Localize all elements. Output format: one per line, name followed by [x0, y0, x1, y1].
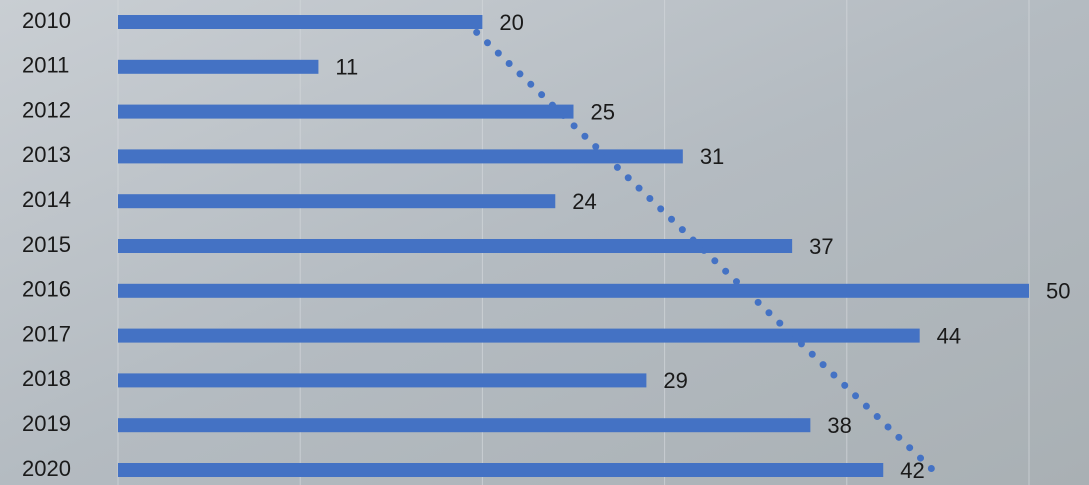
y-tick-label: 2012	[22, 97, 71, 122]
data-label: 44	[937, 323, 961, 348]
bar	[118, 104, 574, 119]
data-label: 11	[335, 55, 358, 80]
y-tick-label: 2014	[22, 187, 71, 212]
y-tick-label: 2015	[22, 232, 71, 257]
data-label: 38	[827, 413, 851, 438]
bar	[118, 373, 647, 388]
data-label: 25	[591, 99, 615, 124]
bar	[118, 463, 884, 477]
y-tick-label: 2020	[22, 456, 71, 481]
y-tick-label: 2016	[22, 277, 71, 302]
bar	[118, 15, 483, 29]
y-tick-label: 2011	[22, 53, 69, 78]
data-label: 31	[700, 144, 724, 169]
bar	[118, 149, 683, 164]
bar	[118, 239, 793, 253]
data-label: 20	[499, 10, 523, 35]
trendline	[462, 18, 937, 474]
y-tick-label: 2017	[22, 321, 71, 346]
data-label: 50	[1046, 279, 1070, 304]
bar	[118, 418, 811, 433]
y-tick-label: 2010	[22, 8, 71, 33]
y-tick-label: 2013	[22, 142, 71, 167]
data-label: 29	[663, 368, 687, 393]
data-label: 37	[809, 234, 833, 259]
data-label: 42	[900, 458, 924, 483]
bar	[118, 283, 1029, 298]
bar	[118, 328, 920, 343]
bar	[118, 59, 319, 74]
y-tick-label: 2019	[22, 411, 71, 436]
y-tick-label: 2018	[22, 366, 71, 391]
bar	[118, 194, 556, 209]
data-label: 24	[572, 189, 596, 214]
